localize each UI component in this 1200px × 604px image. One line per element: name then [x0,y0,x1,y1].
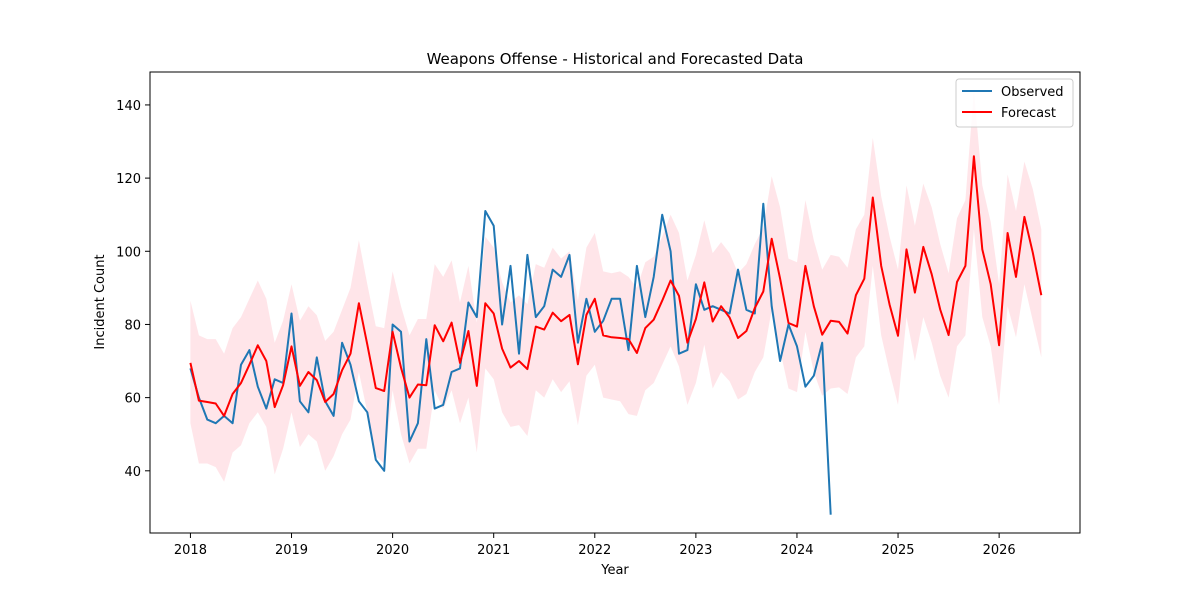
legend: Observed Forecast [955,78,1074,128]
y-tick-label: 100 [116,245,141,260]
x-tick-label: 2020 [376,543,409,558]
y-tick-label: 140 [116,99,141,114]
plot-area [150,72,1080,533]
y-tick-label: 80 [124,318,141,333]
y-axis-ticks: 40 60 80 100 120 140 [116,99,150,480]
y-tick-label: 40 [124,465,141,480]
x-tick-label: 2026 [983,543,1016,558]
chart-title: Weapons Offense - Historical and Forecas… [427,50,804,68]
series-line-forecast [189,155,1043,417]
x-axis-ticks: 2018 2019 2020 2021 2022 2023 2024 2025 2026 [174,533,1016,558]
y-tick-label: 120 [116,172,141,187]
x-tick-label: 2019 [275,543,308,558]
x-tick-label: 2024 [780,543,813,558]
y-tick-label: 60 [124,392,141,407]
x-tick-label: 2025 [881,543,914,558]
line-layer [189,155,1043,515]
band-layer [190,90,1042,482]
legend-label-forecast: Forecast [1001,106,1056,121]
x-axis-label: Year [600,563,629,578]
forecast-confidence-band [190,90,1042,482]
x-tick-label: 2021 [477,543,510,558]
x-tick-label: 2023 [679,543,712,558]
x-tick-label: 2018 [174,543,207,558]
plot-frame [149,71,1081,534]
x-tick-label: 2022 [578,543,611,558]
y-axis-label: Incident Count [93,254,108,349]
legend-label-observed: Observed [1001,85,1064,100]
